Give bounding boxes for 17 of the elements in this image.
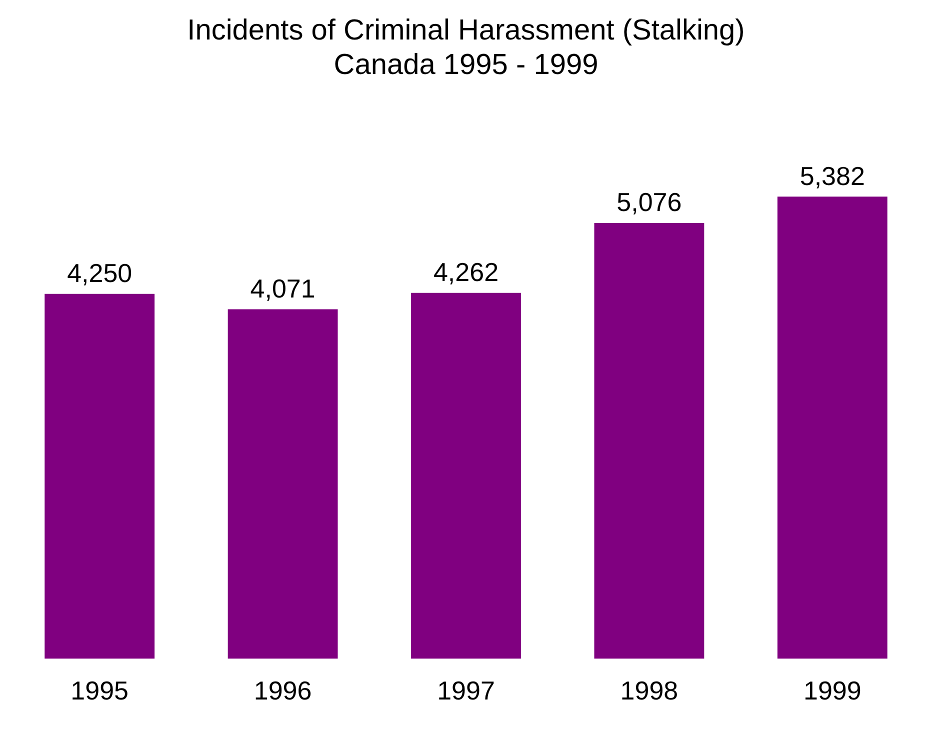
data-label: 4,262 [433, 257, 499, 288]
chart-title: Incidents of Criminal Harassment (Stalking) [187, 14, 745, 46]
x-tick-label: 1997 [437, 676, 495, 706]
data-label: 5,076 [616, 187, 682, 218]
bar [44, 294, 155, 659]
x-tick-label: 1996 [254, 676, 312, 706]
bar [594, 222, 704, 659]
data-label: 4,071 [250, 273, 316, 304]
x-tick-label: 1999 [803, 676, 862, 706]
data-label: 4,250 [67, 258, 132, 288]
bar [411, 292, 521, 659]
bar [777, 196, 888, 659]
data-label: 5,382 [800, 160, 865, 191]
chart-subtitle: Canada 1995 - 1999 [334, 49, 598, 82]
x-tick-label: 1998 [620, 676, 678, 706]
x-tick-label: 1995 [70, 676, 129, 706]
bar [228, 309, 338, 659]
